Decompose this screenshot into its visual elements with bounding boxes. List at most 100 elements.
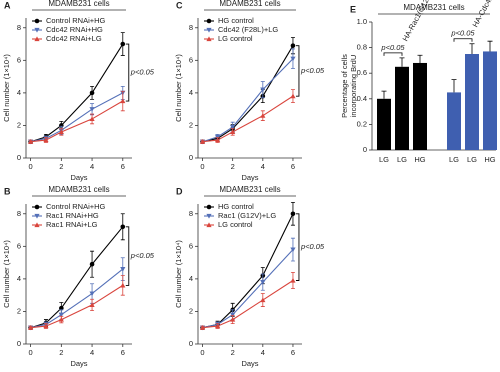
x-tick-label: 2 (231, 348, 235, 357)
y-tick-label: 2 (17, 306, 21, 315)
y-axis-label: Cell number (1×10⁴) (174, 240, 183, 308)
x-tick-label: 2 (231, 162, 235, 171)
marker (214, 137, 221, 143)
marker (120, 98, 126, 104)
chart-title: MDAMB231 cells (48, 0, 109, 8)
legend-marker (34, 213, 40, 219)
series-line (202, 45, 294, 143)
y-axis-label: incorporating BrdU (349, 55, 358, 118)
marker (260, 280, 266, 285)
chart-title: MDAMB231 cells (48, 185, 109, 194)
chart-title: MDAMB231 cells (403, 3, 464, 12)
marker (230, 124, 236, 130)
marker (260, 87, 266, 93)
significance-label: p<0.05 (380, 43, 405, 52)
error-bar (381, 90, 387, 99)
significance-label: p<0.05 (130, 68, 155, 77)
group-label: HA-Cdc42(F28L) (471, 0, 500, 29)
x-axis-label: Days (241, 173, 258, 182)
legend-marker (206, 213, 212, 219)
y-tick-label: 0 (17, 153, 21, 162)
y-tick-label: 6 (17, 241, 21, 250)
legend-marker (206, 222, 212, 228)
y-tick-label: 8 (189, 209, 193, 218)
error-bar (469, 43, 475, 54)
y-tick-label: 2 (17, 120, 21, 129)
bar (447, 92, 461, 150)
panel-letter: D (176, 186, 183, 196)
x-tick-label: LG (379, 155, 389, 164)
x-tick-label: 6 (121, 348, 125, 357)
significance-bracket (295, 45, 300, 97)
y-tick-label: 6 (189, 55, 193, 64)
error-bar (451, 79, 457, 93)
marker (89, 107, 95, 112)
marker (89, 116, 95, 122)
legend-label: Rac1 RNAi+HG (46, 211, 99, 220)
legend-label: Rac1 (G12V)+LG (218, 211, 276, 220)
marker (43, 323, 49, 329)
y-tick-label: 8 (17, 209, 21, 218)
y-tick-label: 4 (17, 88, 21, 97)
series-line (202, 280, 294, 329)
x-tick-label: LG (467, 155, 477, 164)
significance-bracket (295, 213, 300, 281)
significance-bracket (125, 226, 130, 286)
legend-label: Rac1 RNAi+LG (46, 220, 98, 229)
marker (28, 325, 34, 330)
marker (290, 277, 296, 283)
chart-title: MDAMB231 cells (219, 185, 280, 194)
legend-marker (34, 222, 40, 228)
y-tick-label: 2 (189, 306, 193, 315)
y-axis-label: Percentage of cells (340, 54, 349, 118)
marker (58, 312, 64, 318)
x-tick-label: HG (484, 155, 495, 164)
marker (214, 323, 221, 329)
x-tick-label: 6 (291, 162, 295, 171)
marker (120, 267, 126, 272)
x-tick-label: 4 (90, 348, 94, 357)
x-tick-label: LG (449, 155, 459, 164)
marker (199, 139, 206, 144)
panel-letter: B (4, 186, 11, 196)
x-tick-label: 0 (200, 348, 204, 357)
panel-letter: A (4, 0, 11, 10)
marker (199, 325, 206, 330)
legend-label: LG control (218, 34, 253, 43)
legend-label: Control RNAi+HG (46, 16, 106, 25)
legend-label: Control RNAi+HG (46, 202, 106, 211)
y-tick-label: 0.4 (357, 94, 367, 103)
y-tick-label: 4 (189, 274, 193, 283)
x-axis-label: Days (70, 359, 87, 368)
marker (58, 129, 64, 135)
series-line (202, 213, 294, 329)
marker (214, 134, 221, 140)
error-bar (487, 40, 493, 52)
x-tick-label: 0 (200, 162, 204, 171)
marker (290, 211, 296, 217)
significance-label: p<0.05 (300, 66, 325, 75)
x-tick-label: 2 (59, 162, 63, 171)
panel-letter: E (350, 4, 356, 14)
marker (120, 282, 126, 288)
panel-letter: C (176, 0, 183, 10)
y-tick-label: 4 (17, 274, 21, 283)
y-tick-label: 0 (189, 339, 193, 348)
marker (89, 261, 95, 267)
chart-title: MDAMB231 cells (219, 0, 280, 8)
legend-marker (206, 204, 212, 210)
y-tick-label: 0 (17, 339, 21, 348)
marker (290, 43, 296, 48)
marker (89, 90, 95, 96)
error-bar (399, 57, 405, 67)
marker (230, 316, 236, 322)
x-axis-label: Days (241, 359, 258, 368)
x-tick-label: LG (397, 155, 407, 164)
x-tick-label: 4 (261, 162, 265, 171)
y-tick-label: 4 (189, 88, 193, 97)
significance-label: p<0.05 (300, 242, 325, 251)
marker (59, 305, 64, 311)
x-tick-label: 6 (121, 162, 125, 171)
marker (230, 312, 236, 318)
